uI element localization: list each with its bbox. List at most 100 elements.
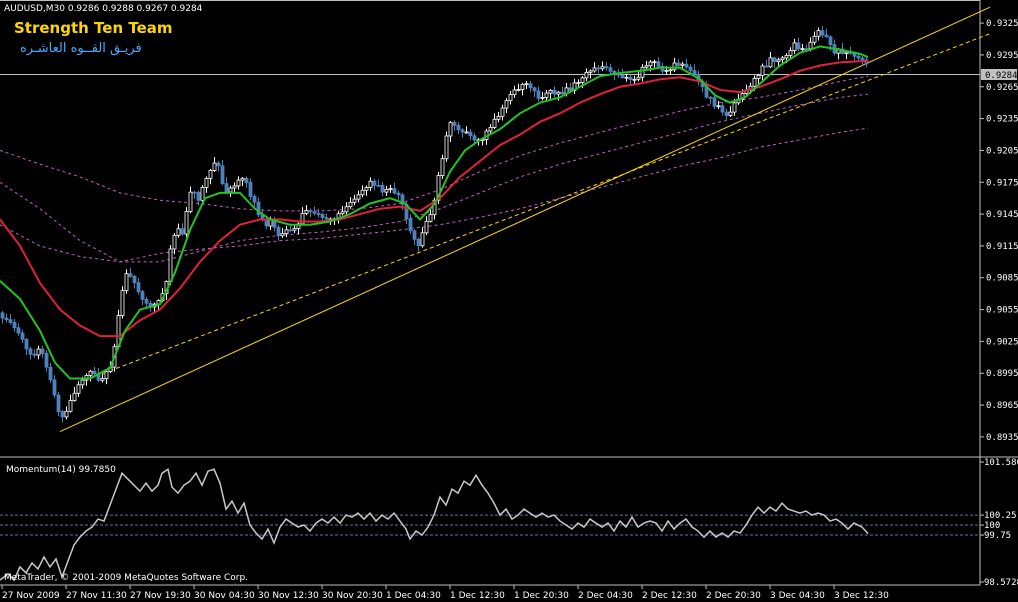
candle-body (688, 66, 693, 71)
candle-body (508, 94, 513, 102)
candle-body (488, 127, 493, 132)
candle-body (312, 211, 317, 214)
candle-body (732, 102, 737, 113)
candle-body (520, 83, 525, 90)
candle-body (708, 96, 713, 99)
momentum-levels (0, 514, 980, 536)
candle-body (636, 76, 641, 80)
candle-body (680, 63, 685, 66)
candle-body (8, 319, 13, 323)
candle-body (608, 67, 613, 72)
time-tick-label: 30 Nov 04:30 (194, 591, 255, 601)
candle-body (180, 228, 185, 235)
candle-body (92, 370, 97, 374)
candle-body (284, 229, 289, 235)
candle-body (0, 312, 5, 319)
candle-body (664, 69, 669, 72)
candle-body (352, 198, 357, 203)
candle-body (268, 219, 273, 227)
candle-body (516, 89, 521, 91)
candle-body (216, 162, 221, 167)
candle-body (456, 125, 461, 131)
candle-body (556, 91, 561, 95)
time-tick-label: 1 Dec 04:30 (386, 591, 441, 601)
candle-body (640, 66, 645, 78)
candle-body (236, 179, 241, 187)
price-tick-label: 0.8965 (986, 401, 1018, 411)
moving-averages (0, 45, 869, 380)
price-tick-label: 0.8995 (986, 369, 1018, 379)
candle-body (512, 89, 517, 96)
candle-body (392, 188, 397, 194)
ma-fast-line (0, 45, 869, 380)
price-tick-label: 0.9235 (986, 115, 1018, 125)
candle-body (496, 115, 501, 120)
candle-body (444, 135, 449, 160)
time-tick-label: 3 Dec 12:30 (834, 591, 889, 601)
price-axis-labels: 0.9325 0.9295 0.9265 0.9235 0.9205 0.9175 0.91… (980, 19, 1018, 443)
candle-body (192, 191, 197, 194)
candle-body (804, 48, 809, 51)
candle-body (540, 97, 545, 99)
candle-body (764, 65, 769, 68)
candle-body (492, 118, 497, 128)
candle-body (584, 72, 589, 79)
price-tick-label: 0.9145 (986, 210, 1018, 220)
candle-body (820, 30, 825, 36)
candle-body (752, 78, 757, 87)
candle-body (448, 122, 453, 137)
candle-body (188, 191, 193, 212)
momentum-label: Momentum(14) 99.7850 (6, 465, 116, 475)
candle-body (232, 185, 237, 189)
candle-body (532, 87, 537, 92)
candle-body (692, 70, 697, 75)
time-tick-label: 27 Nov 2009 (2, 591, 60, 601)
candle-body (280, 233, 285, 237)
candle-body (372, 180, 377, 186)
candle-body (40, 348, 45, 354)
candle-body (204, 178, 209, 188)
time-tick-label: 3 Dec 04:30 (770, 591, 825, 601)
candle-body (552, 89, 557, 95)
candle-body (128, 273, 133, 277)
candle-body (212, 162, 217, 171)
candle-body (776, 59, 781, 62)
candle-body (72, 392, 77, 402)
candle-body (360, 189, 365, 196)
candle-body (36, 348, 41, 356)
price-panel[interactable]: 0.9325 0.9295 0.9265 0.9235 0.9205 0.9175 0.91… (0, 0, 1018, 458)
candle-body (400, 194, 405, 205)
momentum-tick-label: 101.5805 (984, 458, 1018, 468)
candle-body (344, 206, 349, 213)
candle-body (56, 394, 61, 412)
candle-body (656, 61, 661, 67)
candle-body (16, 327, 21, 334)
candle-body (788, 50, 793, 56)
candle-body (628, 76, 633, 80)
momentum-tick-label: 99.75 (984, 531, 1011, 541)
candle-body (684, 63, 689, 68)
candle-body (176, 228, 181, 236)
candle-body (256, 201, 261, 216)
candle-body (324, 217, 329, 220)
trendline-solid[interactable] (59, 6, 991, 433)
current-price-tag (981, 69, 1017, 80)
candle-body (64, 410, 69, 418)
candle-body (860, 57, 865, 61)
team-name-arabic: فريـق القــوه العاشـره (20, 41, 142, 56)
time-tick-label: 27 Nov 19:30 (130, 591, 191, 601)
candle-body (316, 212, 321, 215)
candle-body (452, 122, 457, 126)
symbol-info: AUDUSD,M30 0.9286 0.9288 0.9267 0.9284 (4, 4, 203, 14)
trendlines[interactable] (59, 6, 991, 433)
candle-body (416, 238, 421, 247)
candle-body (136, 282, 141, 292)
momentum-tick-label: 98.5728 (984, 578, 1018, 588)
candle-body (468, 131, 473, 137)
candle-body (408, 218, 413, 232)
candle-body (144, 298, 149, 304)
candle-body (304, 210, 309, 214)
envelope-mid-line (0, 93, 869, 263)
